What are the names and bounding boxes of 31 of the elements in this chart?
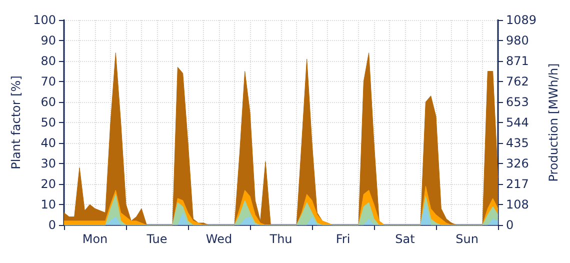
- y-tick-label: 50: [40, 116, 56, 130]
- x-tick-label: Thu: [268, 232, 292, 246]
- x-tick-label: Tue: [146, 232, 168, 246]
- y-tick-label: 10: [40, 198, 56, 212]
- y2-tick-label: 217: [506, 177, 529, 192]
- y-tick-label: 100: [33, 13, 56, 27]
- y-tick-label: 30: [40, 156, 56, 170]
- x-tick-label: Fri: [336, 232, 350, 246]
- y-tick-label: 90: [40, 34, 56, 48]
- y-tick-label: 70: [40, 74, 56, 88]
- y-tick-label: 0: [48, 218, 56, 232]
- y2-tick-label: 0: [506, 218, 514, 232]
- x-tick-label: Sat: [395, 232, 416, 246]
- x-tick-label: Mon: [82, 232, 108, 246]
- x-tick-label: Wed: [206, 232, 232, 246]
- x-tick-label: Sun: [456, 232, 478, 246]
- y2-tick-label: 653: [506, 95, 529, 110]
- y2-tick-label: 108: [506, 198, 529, 212]
- y2-tick-label: 435: [506, 136, 529, 150]
- y2-axis-title: Production [MWh/h]: [546, 63, 560, 182]
- y2-tick-label: 980: [506, 34, 529, 48]
- y-tick-label: 40: [40, 136, 56, 150]
- y2-tick-label: 871: [506, 54, 529, 68]
- y2-tick-label: 544: [506, 116, 529, 130]
- y2-tick-label: 326: [506, 156, 529, 171]
- y-tick-label: 80: [40, 54, 56, 68]
- y-axis-title: Plant factor [%]: [9, 76, 24, 170]
- y2-tick-label: 762: [506, 74, 529, 89]
- y-tick-label: 20: [40, 177, 56, 191]
- y2-tick-label: 1089: [506, 13, 537, 27]
- y-tick-label: 60: [40, 95, 56, 109]
